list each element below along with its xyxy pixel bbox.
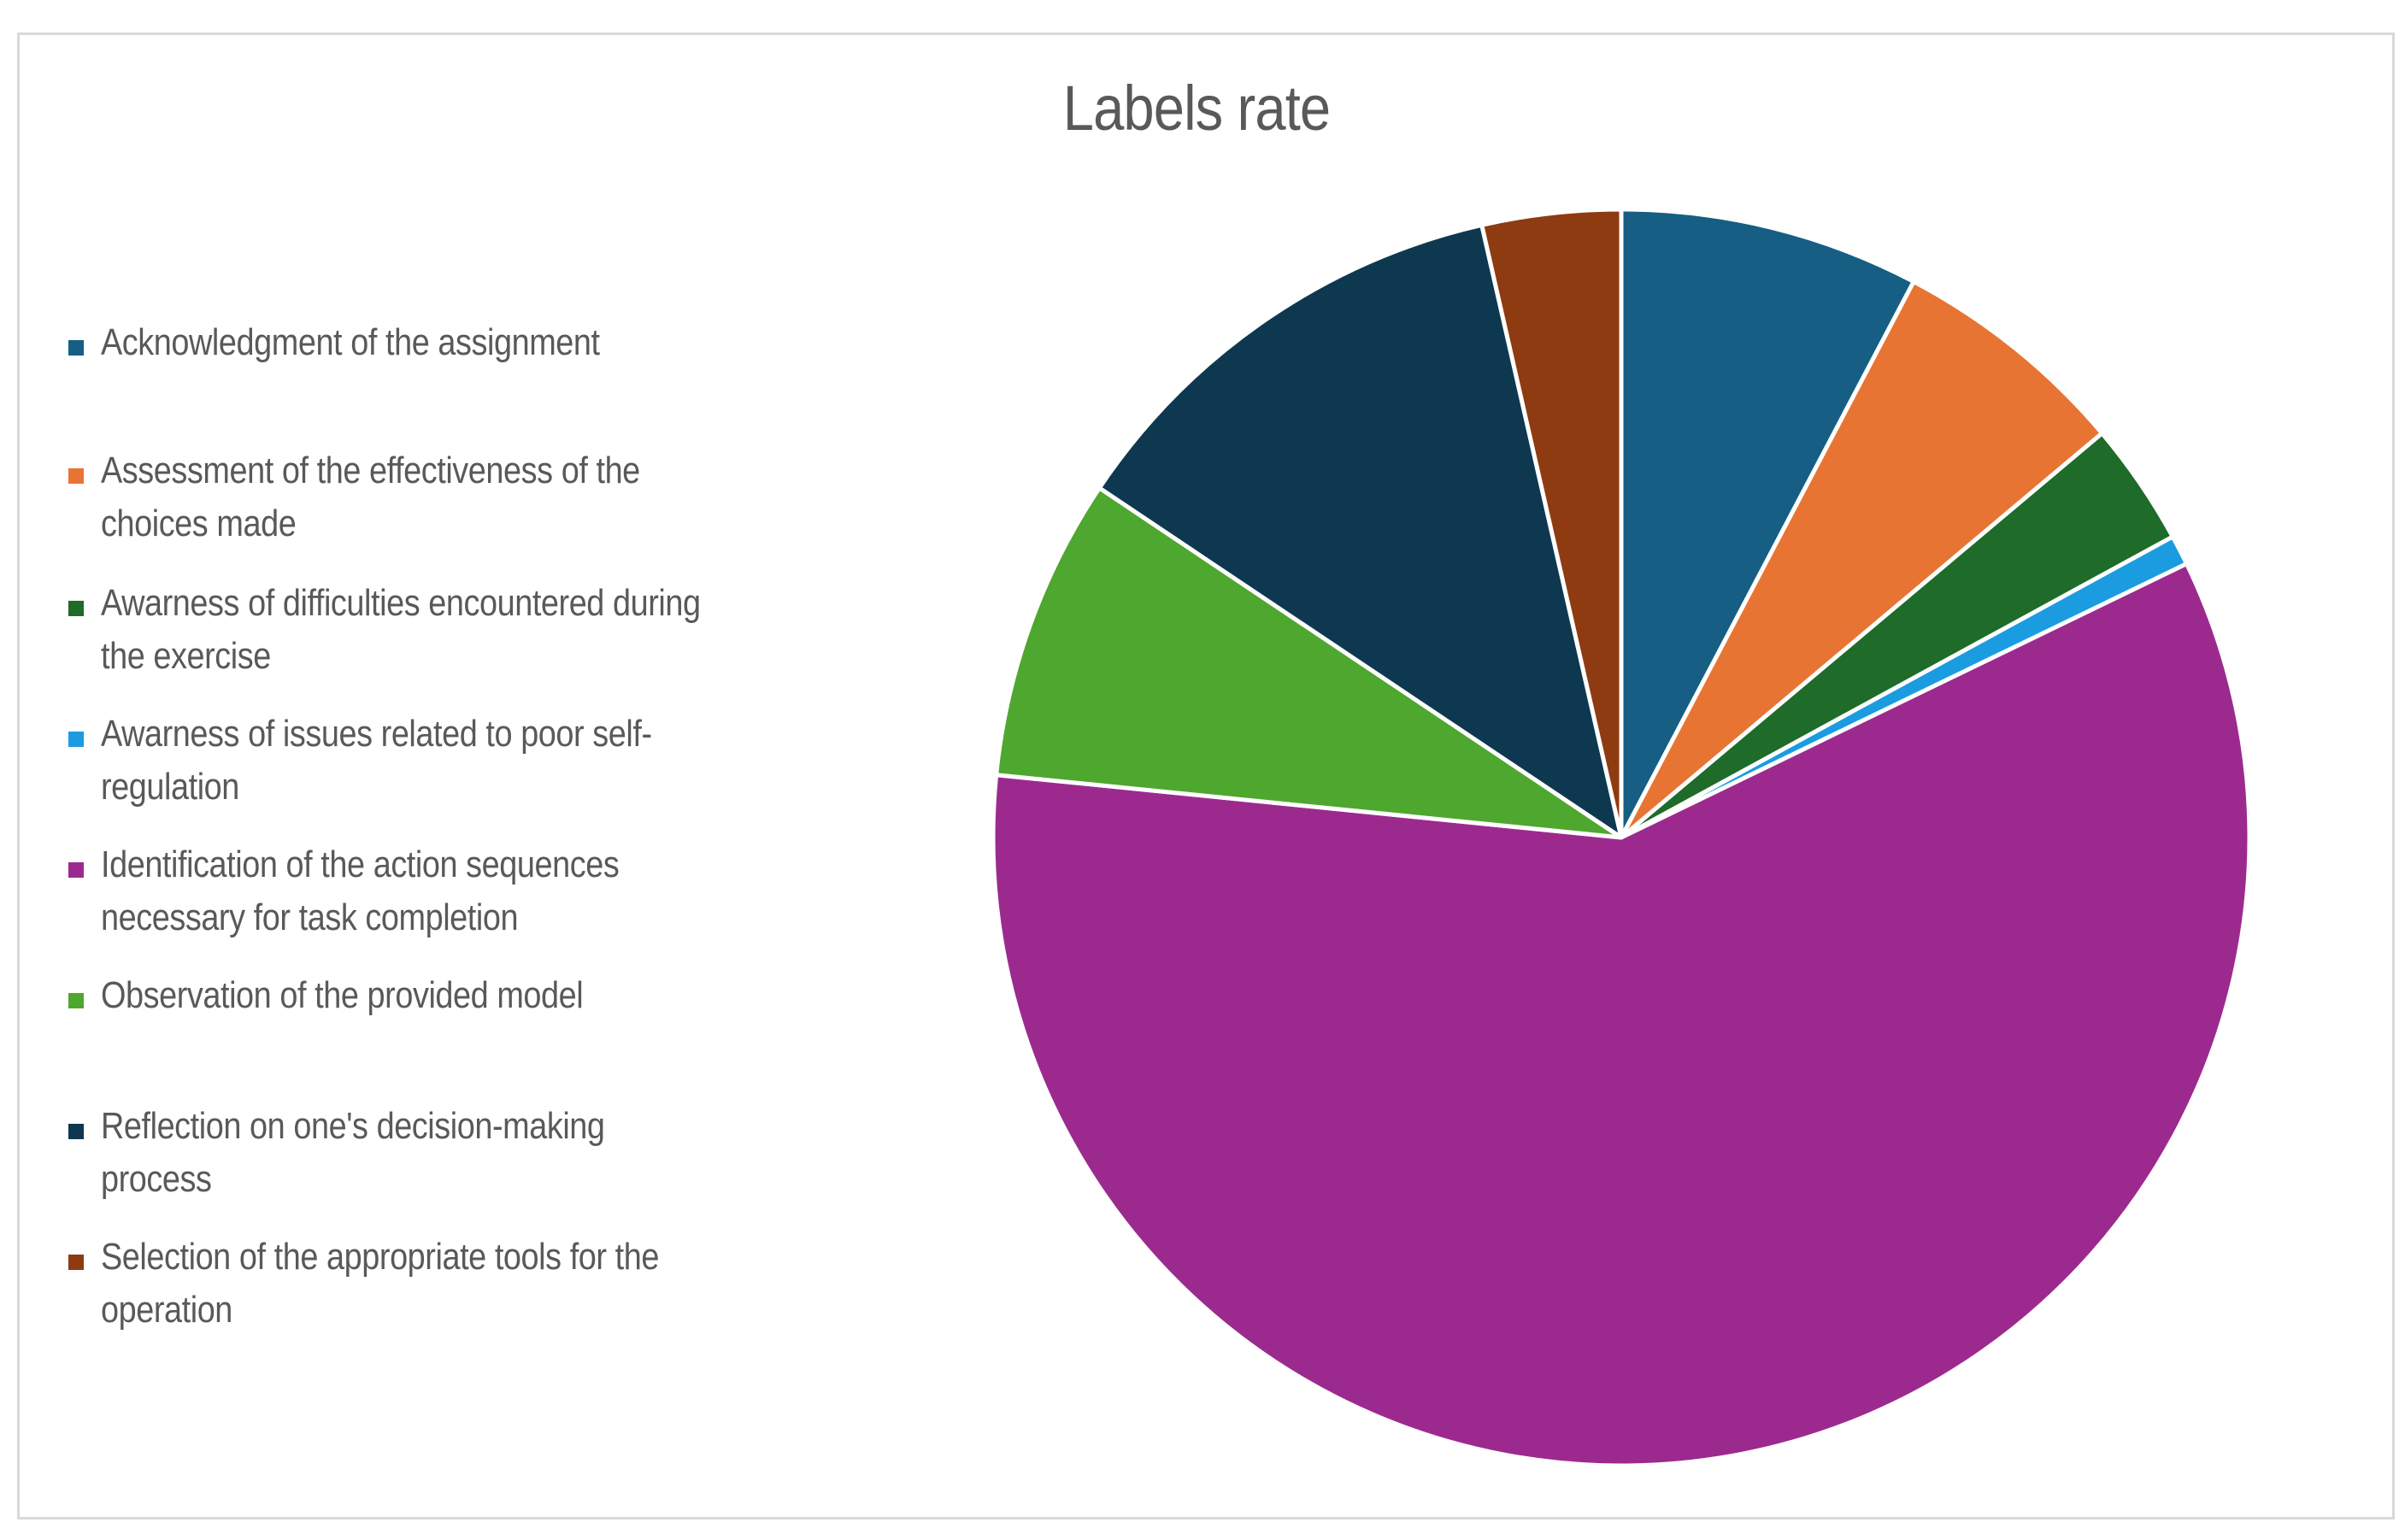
chart-title: Labels rate [1062, 73, 1331, 144]
legend-label-6: Observation of the provided model [101, 974, 584, 1016]
pie-slice-6 [994, 485, 1624, 840]
legend-swatch-3 [68, 601, 84, 616]
legend-label-5: Identification of the action sequences n… [101, 843, 620, 938]
legend-swatch-7 [68, 1124, 84, 1139]
legend-swatch-6 [68, 993, 84, 1008]
legend-swatch-1 [68, 340, 84, 356]
pie-slice-2 [1619, 279, 2105, 840]
legend-swatch-4 [68, 732, 84, 747]
legend-label-7: Reflection on one's decision-making proc… [101, 1105, 605, 1200]
legend-swatch-5 [68, 862, 84, 878]
legend-label-2: Assessment of the effectiveness of the c… [101, 450, 640, 544]
legend-label-1: Acknowledgment of the assignment [101, 321, 600, 363]
legend-swatch-8 [68, 1255, 84, 1270]
legend-label-3: Awarness of difficulties encountered dur… [101, 582, 701, 677]
legend-label-8: Selection of the appropriate tools for t… [101, 1236, 659, 1331]
pie-slice-7 [1097, 222, 1624, 840]
pie-slice-5 [991, 561, 2252, 1468]
pie-slice-1 [1619, 207, 1916, 840]
pie-slice-8 [1479, 207, 1624, 840]
legend-label-4: Awarness of issues related to poor self-… [101, 713, 652, 808]
legend-swatch-2 [68, 468, 84, 484]
